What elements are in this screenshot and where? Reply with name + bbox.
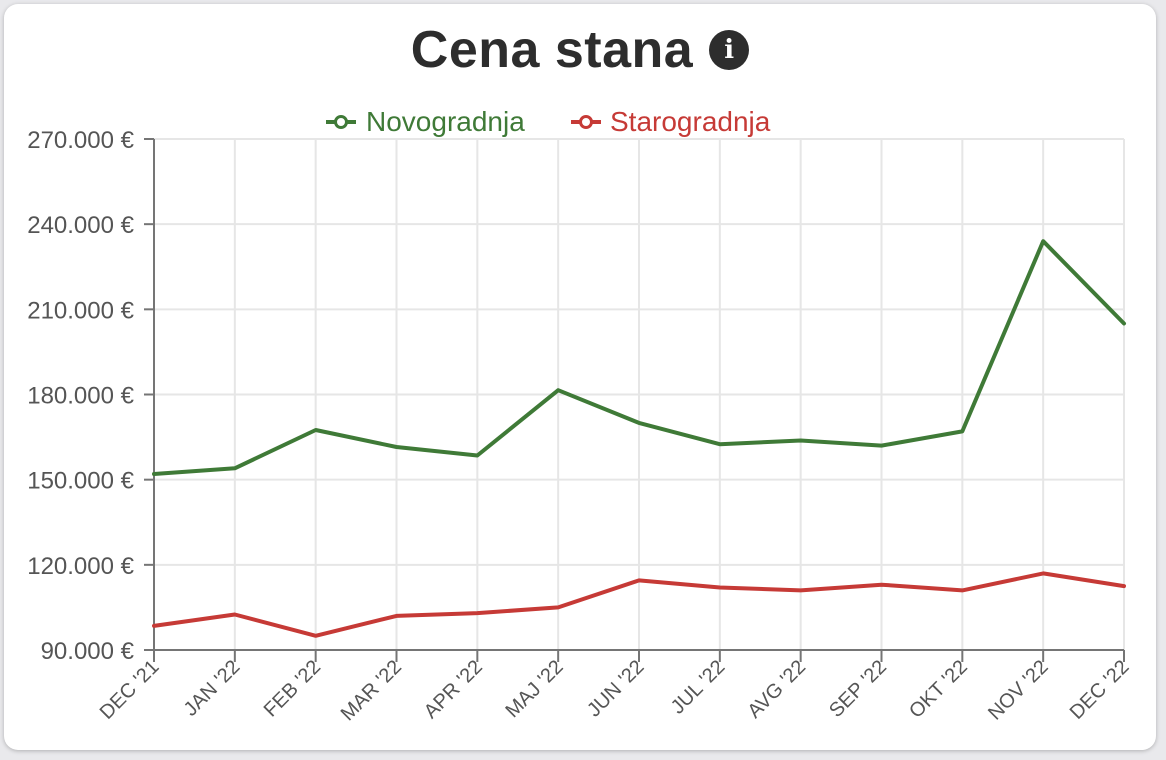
data-point-novogradnja[interactable] <box>714 438 726 450</box>
y-tick-label: 150.000 € <box>27 468 134 495</box>
data-point-novogradnja[interactable] <box>471 450 483 462</box>
y-tick-label: 240.000 € <box>27 212 134 239</box>
data-point-starogradnja[interactable] <box>552 601 564 613</box>
data-point-starogradnja[interactable] <box>714 582 726 594</box>
y-tick-label: 120.000 € <box>27 553 134 580</box>
data-point-novogradnja[interactable] <box>148 468 160 480</box>
chart-card: Cena stana i <box>4 4 1156 750</box>
y-tick-label: 180.000 € <box>27 383 134 410</box>
data-point-novogradnja[interactable] <box>795 434 807 446</box>
y-tick-label: 210.000 € <box>27 297 134 324</box>
x-tick-label: DEC '22 <box>1066 656 1134 724</box>
data-point-novogradnja[interactable] <box>956 425 968 437</box>
y-tick-label: 270.000 € <box>27 127 134 154</box>
data-point-starogradnja[interactable] <box>148 620 160 632</box>
data-point-novogradnja[interactable] <box>1037 235 1049 247</box>
legend-marker-novogradnja <box>334 115 348 129</box>
data-point-starogradnja[interactable] <box>956 584 968 596</box>
x-tick-label: MAJ '22 <box>501 656 567 722</box>
x-tick-label: SEP '22 <box>825 656 891 722</box>
x-tick-label: MAR '22 <box>337 656 406 725</box>
data-point-starogradnja[interactable] <box>876 579 888 591</box>
chart-title: Cena stana <box>410 21 694 79</box>
data-point-novogradnja[interactable] <box>552 384 564 396</box>
series-line-starogradnja <box>152 571 1126 638</box>
x-tick-label: JAN '22 <box>180 656 245 721</box>
data-point-novogradnja[interactable] <box>310 424 322 436</box>
data-point-starogradnja[interactable] <box>1037 567 1049 579</box>
legend-label-starogradnja[interactable]: Starogradnja <box>610 106 771 137</box>
data-point-starogradnja[interactable] <box>229 609 241 621</box>
x-tick-label: AVG '22 <box>743 656 810 723</box>
y-tick-label: 90.000 € <box>41 638 135 665</box>
x-tick-label: DEC '21 <box>96 656 164 724</box>
data-point-starogradnja[interactable] <box>471 607 483 619</box>
title-row: Cena stana i <box>4 20 1156 80</box>
data-point-starogradnja[interactable] <box>1118 580 1130 592</box>
x-tick-label: JUN '22 <box>583 656 648 721</box>
legend-marker-starogradnja <box>579 115 593 129</box>
x-tick-label: JUL '22 <box>667 656 730 719</box>
x-tick-label: FEB '22 <box>260 656 325 721</box>
x-tick-label: APR '22 <box>420 656 487 723</box>
data-point-novogradnja[interactable] <box>229 462 241 474</box>
data-point-novogradnja[interactable] <box>391 441 403 453</box>
data-point-starogradnja[interactable] <box>633 574 645 586</box>
data-point-starogradnja[interactable] <box>391 610 403 622</box>
data-point-starogradnja[interactable] <box>795 584 807 596</box>
series-line-novogradnja <box>152 239 1126 476</box>
data-point-starogradnja[interactable] <box>310 630 322 642</box>
legend-label-novogradnja[interactable]: Novogradnja <box>366 106 525 137</box>
data-point-novogradnja[interactable] <box>876 440 888 452</box>
info-icon[interactable]: i <box>709 30 750 70</box>
data-point-novogradnja[interactable] <box>633 417 645 429</box>
x-tick-label: NOV '22 <box>984 656 1053 725</box>
x-tick-label: OKT '22 <box>905 656 972 723</box>
data-point-novogradnja[interactable] <box>1118 318 1130 330</box>
